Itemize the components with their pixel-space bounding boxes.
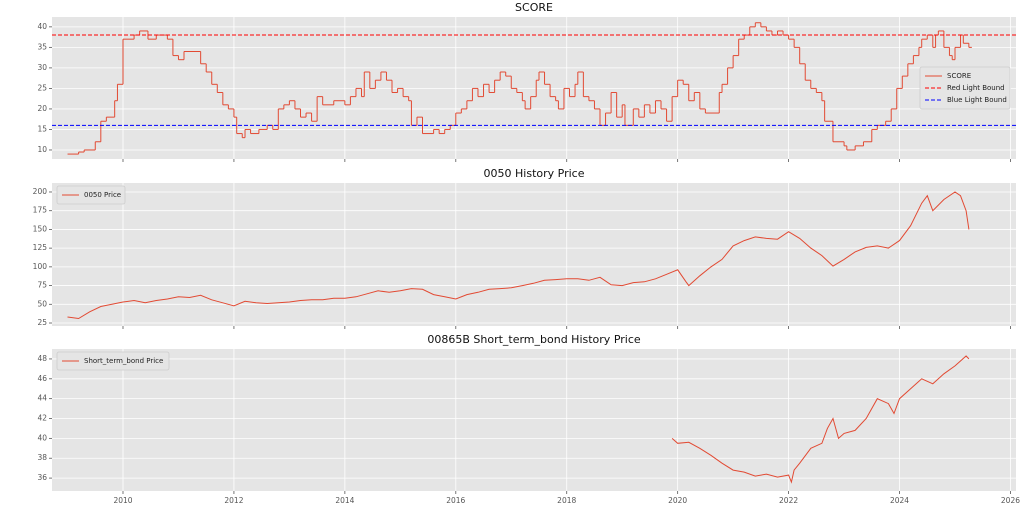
x-tick-label: 2024 (890, 496, 909, 505)
x-tick-label: 2022 (779, 496, 798, 505)
legend-box (919, 66, 1011, 110)
x-tick-label: 2026 (1001, 496, 1020, 505)
y-tick-label: 40 (37, 22, 47, 31)
y-tick-label: 10 (37, 145, 47, 154)
y-tick-label: 46 (37, 374, 47, 383)
y-tick-label: 36 (37, 473, 47, 482)
y-tick-label: 42 (37, 414, 47, 423)
legend-box (56, 185, 126, 205)
x-tick-label: 2012 (224, 496, 243, 505)
price-line (67, 191, 970, 320)
legend-box (56, 351, 170, 371)
y-tick-label: 44 (37, 394, 47, 403)
y-tick-label: 40 (37, 433, 47, 442)
plot-area (52, 349, 1016, 491)
x-tick-label: 2018 (557, 496, 576, 505)
y-tick-label: 38 (37, 453, 47, 462)
y-tick-label: 48 (37, 354, 47, 363)
x-tick-label: 2020 (668, 496, 687, 505)
legend-label: 0050 Price (84, 191, 121, 199)
y-tick-label: 20 (37, 104, 47, 113)
y-tick-label: 100 (33, 262, 48, 271)
x-tick-label: 2016 (446, 496, 465, 505)
legend-label: SCORE (947, 72, 971, 80)
legend-label: Short_term_bond Price (84, 357, 163, 365)
y-tick-label: 25 (37, 318, 47, 327)
x-tick-label: 2014 (335, 496, 354, 505)
legend-label: Red Light Bound (947, 84, 1005, 92)
legend-label: Blue Light Bound (947, 96, 1007, 104)
y-tick-label: 50 (37, 299, 47, 308)
y-tick-label: 75 (37, 281, 47, 290)
y-tick-label: 25 (37, 83, 47, 92)
plot-area (52, 183, 1016, 326)
price-line (671, 355, 970, 484)
y-tick-label: 200 (33, 187, 48, 196)
x-tick-label: 2010 (113, 496, 132, 505)
y-tick-label: 30 (37, 63, 47, 72)
y-tick-label: 35 (37, 42, 47, 51)
chart-title: SCORE (515, 1, 553, 14)
chart-title: 00865B Short_term_bond History Price (427, 333, 641, 346)
y-tick-label: 150 (33, 224, 48, 233)
plot-area (52, 17, 1016, 159)
y-tick-label: 15 (37, 124, 47, 133)
y-tick-label: 175 (33, 206, 48, 215)
chart-title: 0050 History Price (484, 167, 585, 180)
y-tick-label: 125 (33, 243, 48, 252)
